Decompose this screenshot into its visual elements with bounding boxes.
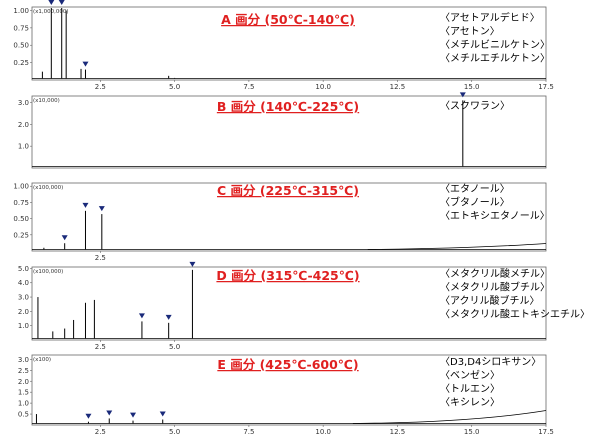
y-tick-label: 2.0 — [18, 308, 29, 316]
panel-2: (x100,000) 0.25 0.50 0.75 1.00 2.5 C 画分 (225℃-… — [13, 182, 550, 262]
compound-label: 〈メタクリル酸エトキシエチル〉 — [440, 308, 589, 321]
compound-label: 〈メチルエチルケトン〉 — [440, 53, 550, 65]
x-tick-label: 15.0 — [464, 428, 480, 436]
compound-label: 〈スクワラン〉 — [440, 100, 510, 112]
y-tick-label: 3.0 — [18, 356, 29, 364]
compound-label: 〈アセトアルデヒド〉 — [440, 11, 540, 24]
peak-marker-icon — [85, 413, 92, 419]
x-tick-label: 5.0 — [169, 343, 180, 351]
panel-title: B 画分 (140℃-225℃) — [217, 99, 359, 114]
peak-marker-icon — [82, 61, 89, 67]
y-tick-label: 3.0 — [18, 99, 29, 107]
compound-label: 〈メタクリル酸ブチル〉 — [440, 281, 550, 294]
x-tick-label: 15.0 — [464, 83, 480, 91]
x-tick-label: 12.5 — [390, 428, 406, 436]
compound-label: 〈キシレン〉 — [440, 397, 500, 409]
x-tick-label: 12.5 — [390, 83, 406, 91]
x-tick-label: 2.5 — [95, 428, 106, 436]
compound-label: 〈エタノール〉 — [440, 183, 510, 195]
y-tick-label: 1.0 — [18, 400, 29, 408]
y-tick-label: 0.5 — [18, 411, 29, 419]
plot-frame — [31, 354, 547, 426]
x-tick-label: 7.5 — [243, 428, 254, 436]
peak-marker-icon — [58, 0, 65, 5]
x-tick-label: 17.5 — [538, 83, 554, 91]
y-tick-label: 1.00 — [13, 183, 29, 191]
y-tick-label: 0.50 — [13, 42, 29, 50]
x-tick-label: 17.5 — [538, 428, 554, 436]
panel-title: A 画分 (50℃-140℃) — [221, 12, 355, 27]
peak-marker-icon — [48, 0, 55, 5]
plot-frame — [31, 6, 547, 81]
x-tick-label: 2.5 — [95, 254, 106, 262]
y-multiplier-label: (x100) — [33, 357, 51, 363]
y-tick-label: 1.0 — [18, 322, 29, 330]
background-drift — [352, 410, 547, 424]
peak-marker-icon — [61, 235, 68, 241]
y-tick-label: 1.5 — [18, 389, 29, 397]
y-tick-label: 1.0 — [18, 143, 29, 151]
compound-label: 〈アクリル酸ブチル〉 — [440, 294, 540, 307]
compound-label: 〈ベンゼン〉 — [440, 370, 500, 382]
x-tick-label: 5.0 — [169, 428, 180, 436]
y-tick-label: 1.00 — [13, 7, 29, 15]
peak-marker-icon — [138, 313, 145, 319]
y-tick-label: 2.0 — [18, 378, 29, 386]
x-tick-label: 7.5 — [243, 83, 254, 91]
compound-label: 〈エトキシエタノール〉 — [440, 210, 550, 222]
compound-label: 〈D3,D4シロキサン〉 — [440, 356, 541, 368]
compound-label: 〈ブタノール〉 — [440, 196, 510, 209]
peak-marker-icon — [82, 202, 89, 208]
compound-label: 〈アセトン〉 — [440, 26, 500, 38]
y-tick-label: 0.25 — [13, 59, 29, 67]
y-multiplier-label: (x10,000) — [33, 98, 60, 104]
peak-marker-icon — [130, 412, 137, 418]
panel-title: D 画分 (315℃-425℃) — [216, 268, 359, 283]
x-tick-label: 2.5 — [95, 343, 106, 351]
panel-title: E 画分 (425℃-600℃) — [217, 357, 358, 372]
compound-label: 〈メチルビニルケトン〉 — [440, 39, 550, 51]
y-tick-label: 0.75 — [13, 24, 29, 32]
peak-marker-icon — [189, 261, 196, 267]
peak-marker-icon — [165, 314, 172, 320]
panel-1: (x10,000) 1.0 2.0 3.0 B 画分 (140℃-225℃) 〈スクワラン… — [18, 92, 547, 169]
peak-marker-icon — [98, 206, 105, 212]
panel-0: (x1,000,000) 0.25 0.50 0.75 1.00 2.5 5.0 7.5 10.… — [13, 0, 554, 91]
y-multiplier-label: (x1,000,000) — [33, 9, 69, 15]
y-tick-label: 0.50 — [13, 215, 29, 223]
x-tick-label: 10.0 — [315, 428, 331, 436]
panel-3: (x100,000) 1.0 2.0 3.0 4.0 5.0 2.5 5.0 D 画分 (315… — [18, 261, 589, 351]
compound-label: 〈トルエン〉 — [440, 383, 500, 395]
plot-frame — [31, 95, 547, 169]
peak-marker-icon — [459, 92, 466, 98]
plot-frame — [31, 266, 547, 341]
x-tick-label: 10.0 — [315, 83, 331, 91]
y-multiplier-label: (x100,000) — [33, 185, 63, 191]
y-tick-label: 0.25 — [13, 231, 29, 239]
compound-label: 〈メタクリル酸メチル〉 — [440, 267, 550, 280]
y-tick-label: 5.0 — [18, 265, 29, 273]
y-tick-label: 0.75 — [13, 199, 29, 207]
background-drift — [367, 243, 547, 250]
y-tick-label: 3.0 — [18, 294, 29, 302]
y-multiplier-label: (x100,000) — [33, 269, 63, 275]
y-tick-label: 2.0 — [18, 121, 29, 129]
y-tick-label: 4.0 — [18, 279, 29, 287]
x-tick-label: 5.0 — [169, 83, 180, 91]
plot-frame — [31, 182, 547, 252]
peak-marker-icon — [106, 410, 113, 416]
panel-4: (x100) 0.5 1.0 1.5 2.0 2.5 3.0 2.5 5.0 7.5 10.0 12.… — [18, 354, 554, 436]
panel-title: C 画分 (225℃-315℃) — [217, 183, 359, 198]
peak-marker-icon — [159, 411, 166, 417]
x-tick-label: 2.5 — [95, 83, 106, 91]
y-tick-label: 2.5 — [18, 367, 29, 375]
